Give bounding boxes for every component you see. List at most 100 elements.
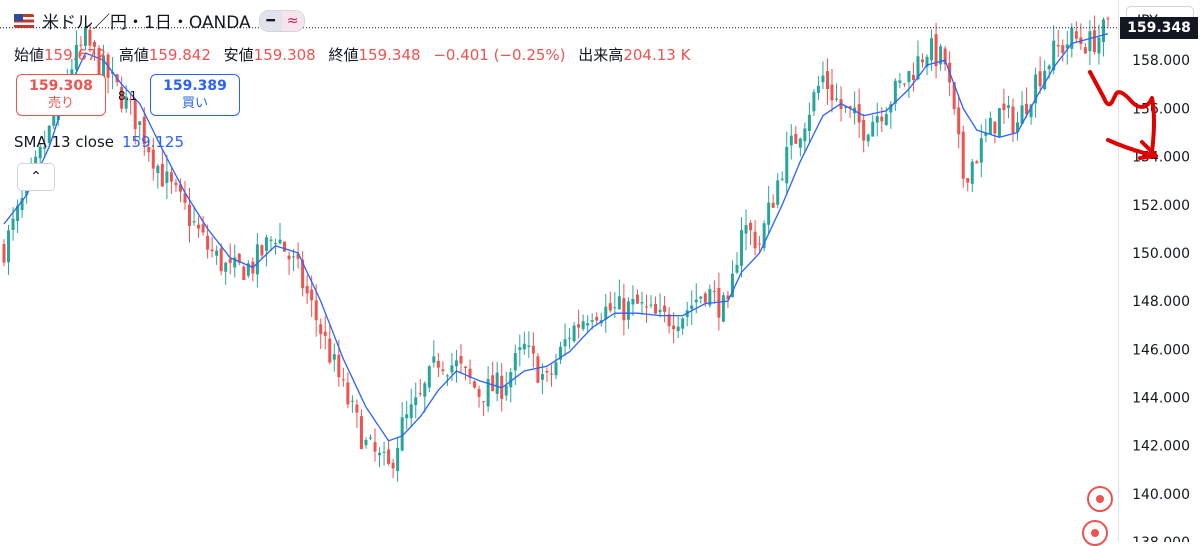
candle-down (654, 303, 658, 314)
candle-up (269, 239, 273, 241)
candle-up (844, 106, 848, 108)
candle-down (622, 298, 626, 321)
candle-down (296, 253, 300, 259)
candle-up (38, 146, 42, 159)
sma-line (3, 33, 1109, 442)
close-value: 159.348 (358, 46, 421, 64)
low-label: 安値 (223, 46, 254, 64)
collapse-legend-button[interactable]: ⌃ (17, 163, 55, 191)
candle-down (531, 345, 535, 354)
candle-down (459, 355, 463, 364)
indicator-value: 159.125 (121, 133, 185, 151)
candle-down (228, 258, 232, 263)
candle-down (464, 366, 468, 368)
indicator-label: SMA 13 close (14, 133, 114, 151)
candle-up (676, 326, 680, 332)
candle-down (133, 99, 137, 130)
candle-up (215, 250, 219, 256)
candle-up (681, 318, 685, 329)
y-tick-label: 150.000 (1132, 246, 1190, 262)
candle-up (554, 362, 558, 376)
candle-down (337, 354, 341, 378)
candle-up (400, 417, 404, 451)
alert-marker-icon[interactable] (1087, 486, 1113, 512)
candle-up (47, 125, 51, 143)
candle-down (201, 224, 205, 233)
y-tick-label: 148.000 (1132, 294, 1190, 310)
candle-up (776, 180, 780, 205)
sell-button[interactable]: 159.308 売り (16, 74, 106, 116)
candle-up (979, 138, 983, 163)
candle-down (178, 184, 182, 192)
candle-down (2, 244, 6, 263)
symbol-status-pill[interactable]: ━ ≈ (258, 9, 305, 32)
candle-up (224, 262, 228, 272)
chevron-up-icon: ⌃ (30, 169, 42, 185)
candle-up (382, 451, 386, 453)
candle-up (368, 437, 372, 439)
candle-up (708, 289, 712, 306)
indicator-legend[interactable]: SMA 13 close 159.125 (14, 133, 184, 151)
candle-up (70, 69, 74, 75)
candle-down (355, 404, 359, 413)
candle-up (785, 146, 789, 184)
candle-down (129, 99, 133, 101)
candle-down (536, 356, 540, 383)
price-axis[interactable]: 138.000 140.000 142.000 144.000 146.000 148.0… (1132, 53, 1190, 542)
candle-up (445, 375, 449, 377)
open-label: 始値 (14, 46, 45, 64)
candle-up (255, 244, 259, 275)
candle-down (1083, 47, 1087, 54)
candle-up (486, 379, 490, 407)
volume-label: 出来高 (578, 46, 624, 64)
candle-down (703, 293, 707, 303)
candle-up (246, 263, 250, 276)
candle-up (1043, 70, 1047, 90)
alert-marker-icon-2[interactable] (1082, 520, 1108, 546)
candle-up (798, 138, 802, 148)
candle-up (866, 134, 870, 142)
candle-down (1056, 45, 1060, 47)
close-label: 終値 (328, 46, 359, 64)
candle-up (1070, 27, 1074, 49)
candle-up (273, 243, 277, 245)
candle-up (427, 366, 431, 388)
buy-button[interactable]: 159.389 買い (150, 74, 240, 116)
candle-down (635, 294, 639, 304)
candle-up (649, 304, 653, 306)
candle-up (925, 56, 929, 67)
candle-up (423, 383, 427, 397)
candle-up (694, 299, 698, 303)
candle-up (803, 128, 807, 142)
hand-drawn-arrow (1088, 70, 1158, 160)
candle-up (102, 55, 106, 78)
candle-up (604, 306, 608, 320)
candle-up (74, 44, 78, 70)
candle-down (147, 147, 151, 153)
symbol-title: 米ドル／円・1日・OANDA (42, 13, 251, 33)
candle-up (278, 239, 282, 244)
spread-value: 8.1 (118, 89, 138, 103)
candle-down (1002, 103, 1006, 111)
candle-up (1065, 44, 1069, 49)
sell-label: 売り (47, 96, 74, 111)
candle-up (898, 80, 902, 83)
candle-up (192, 221, 196, 223)
candle-down (975, 161, 979, 164)
symbol-header[interactable]: 米ドル／円・1日・OANDA ━ ≈ (14, 8, 305, 33)
candle-down (477, 389, 481, 397)
high-value: 159.842 (148, 46, 211, 64)
candle-up (563, 339, 567, 347)
candle-down (319, 324, 323, 335)
candle-up (893, 80, 897, 104)
candle-up (16, 205, 20, 222)
candle-down (301, 259, 305, 289)
candle-up (52, 115, 56, 126)
candle-down (862, 119, 866, 141)
candle-down (283, 241, 287, 252)
candle-up (156, 165, 160, 174)
y-tick-label: 144.000 (1132, 390, 1190, 406)
candle-down (712, 290, 716, 292)
candle-up (744, 225, 748, 234)
